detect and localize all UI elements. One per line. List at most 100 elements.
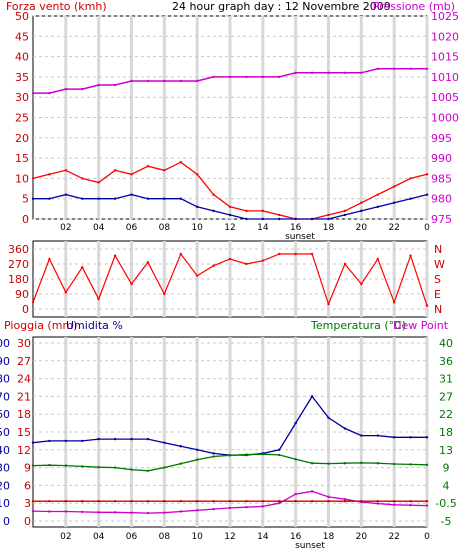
data-point-pressure xyxy=(130,79,133,83)
temperature-axis-label: Temperatura (°C) xyxy=(310,319,406,332)
temperature-y-axis-ticks: -5 -0.5 4 9 13 18 22 27 31 36 40 xyxy=(435,337,456,528)
data-point-wind xyxy=(245,217,248,221)
data-point-gust xyxy=(343,209,347,213)
temperature-y-tick-label: 9 xyxy=(443,462,450,475)
pressure-y-axis-ticks: 975 980 985 990 995 1000 1005 1010 1015 1020 1025 xyxy=(431,10,459,226)
rain-y-tick-label: 24 xyxy=(17,373,31,386)
data-point-direction xyxy=(179,252,182,256)
data-point-temperature xyxy=(343,462,347,465)
data-point-rain xyxy=(195,500,199,503)
data-point-temperature xyxy=(261,452,265,456)
x-tick-label: 14 xyxy=(257,223,269,233)
data-point-dewpoint xyxy=(245,505,248,509)
data-point-temperature xyxy=(195,458,199,461)
temperature-y-tick-label: 13 xyxy=(439,444,453,457)
direction-y-tick-label: 360 xyxy=(8,243,29,256)
data-point-pressure xyxy=(343,71,347,75)
data-point-temperature xyxy=(376,462,379,465)
data-point-gust xyxy=(360,201,363,204)
data-point-dewpoint xyxy=(212,507,215,511)
x-tick-label: 14 xyxy=(257,532,269,542)
data-point-wind xyxy=(179,197,182,200)
data-point-humidity xyxy=(97,437,100,441)
x-tick-label: 02 xyxy=(60,223,71,233)
data-point-gust xyxy=(376,193,379,196)
data-point-gust xyxy=(130,173,133,176)
data-point-wind xyxy=(261,217,265,221)
direction-y-axis-ticks: 0 90 180 270 360 xyxy=(8,243,29,316)
rain-y-tick-label: 30 xyxy=(17,337,31,350)
wind-y-tick-label: 30 xyxy=(15,91,29,104)
pressure-y-tick-label: 990 xyxy=(431,152,452,165)
wind-y-axis-ticks: 0 5 10 15 20 25 30 35 40 45 50 xyxy=(15,10,29,226)
data-point-direction xyxy=(81,266,84,269)
data-point-dewpoint xyxy=(327,495,330,499)
data-point-rain xyxy=(163,500,166,503)
x-tick-label: 16 xyxy=(290,223,302,233)
data-point-temperature xyxy=(409,463,412,466)
wind-plot-grid xyxy=(33,15,429,220)
rain-y-tick-label: 3 xyxy=(24,497,31,510)
data-point-dewpoint xyxy=(294,492,297,496)
x-tick-label: 04 xyxy=(93,223,105,233)
data-point-pressure xyxy=(409,67,412,70)
data-point-pressure xyxy=(392,67,396,70)
data-point-pressure xyxy=(179,79,182,83)
data-point-gust xyxy=(195,173,199,176)
temp-humidity-panel: Pioggia (mm) Umidita % Temperatura (°C) … xyxy=(0,319,457,551)
data-point-direction xyxy=(310,252,314,256)
wind-pressure-series xyxy=(31,67,429,221)
data-point-humidity xyxy=(360,434,363,437)
data-point-direction xyxy=(163,292,166,296)
x-tick-label: 16 xyxy=(290,532,302,542)
data-point-pressure xyxy=(360,71,363,75)
x-tick-label: 20 xyxy=(356,223,368,233)
data-point-humidity xyxy=(81,439,84,443)
x-tick-label: 0 xyxy=(424,223,430,233)
data-point-dewpoint xyxy=(392,503,396,506)
data-point-temperature xyxy=(163,466,166,469)
data-point-direction xyxy=(392,301,396,304)
data-point-rain xyxy=(113,500,117,503)
data-point-direction xyxy=(294,252,297,256)
direction-y-tick-label: 90 xyxy=(15,288,29,301)
rain-y-tick-label: 12 xyxy=(17,444,31,457)
data-point-direction xyxy=(228,257,232,261)
rain-y-tick-label: 6 xyxy=(24,479,31,492)
data-point-dewpoint xyxy=(409,503,412,507)
x-tick-label: 12 xyxy=(224,532,235,542)
x-tick-label: 04 xyxy=(93,532,105,542)
data-point-pressure xyxy=(261,75,265,79)
data-point-pressure xyxy=(113,83,117,87)
data-point-direction xyxy=(245,262,248,266)
data-point-temperature xyxy=(48,464,51,467)
data-point-pressure xyxy=(81,87,84,91)
dewpoint-axis-label: Dew Point xyxy=(393,319,449,332)
data-point-pressure xyxy=(294,71,297,75)
data-point-temperature xyxy=(228,454,232,457)
temperature-y-tick-label: 36 xyxy=(439,355,453,368)
data-point-temperature xyxy=(425,463,429,467)
data-point-wind xyxy=(81,197,84,200)
data-point-rain xyxy=(392,500,396,503)
direction-series xyxy=(31,252,429,307)
data-point-gust xyxy=(425,173,429,176)
data-point-gust xyxy=(179,160,182,164)
rain-y-tick-label: 18 xyxy=(17,408,31,421)
pressure-y-tick-label: 975 xyxy=(431,213,452,226)
data-point-wind xyxy=(97,197,100,200)
data-point-dewpoint xyxy=(310,490,314,493)
data-point-direction xyxy=(343,262,347,266)
temp-x-axis-ticks: 02 04 06 08 10 12 14 16 18 20 22 0 xyxy=(60,532,430,542)
humidity-y-tick-label: 90 xyxy=(0,355,10,368)
data-point-temperature xyxy=(31,464,35,467)
data-point-pressure xyxy=(146,79,150,83)
data-point-humidity xyxy=(163,441,166,444)
data-point-gust xyxy=(228,205,232,209)
data-point-temperature xyxy=(310,462,314,465)
data-point-wind xyxy=(392,201,396,204)
data-point-pressure xyxy=(31,91,35,95)
data-point-humidity xyxy=(48,439,51,443)
